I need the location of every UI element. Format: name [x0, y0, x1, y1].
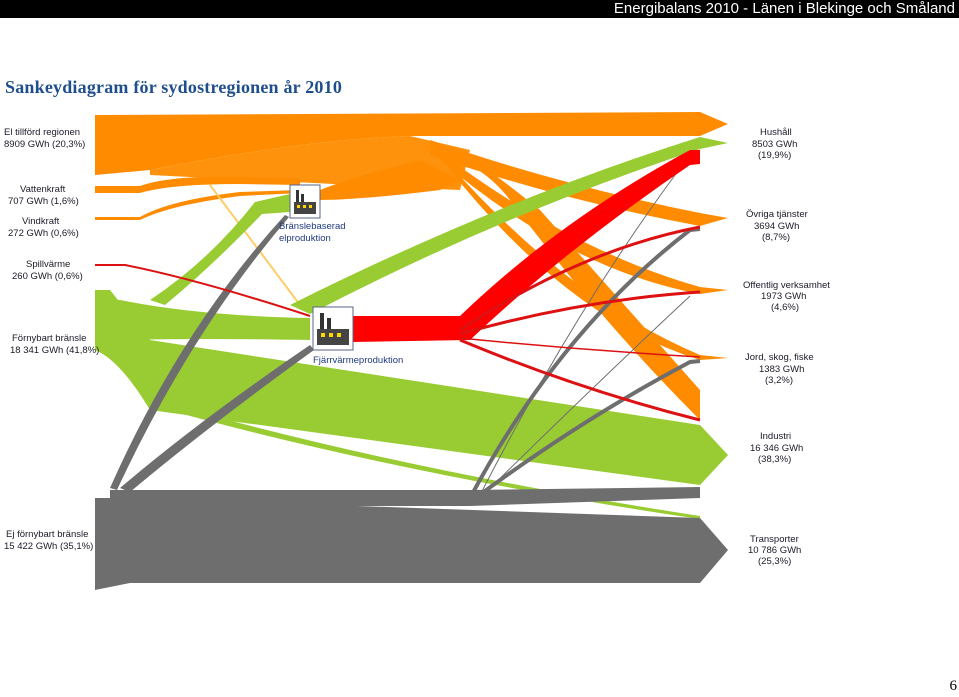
flows-district-heating	[95, 150, 701, 422]
sink-transport-pct: (25,3%)	[758, 556, 791, 567]
process-bransle-line2: elproduktion	[279, 233, 331, 244]
header-title: Energibalans 2010 - Länen i Blekinge och…	[613, 0, 955, 17]
page-title: Sankeydiagram för sydostregionen år 2010	[5, 77, 343, 97]
flow-ej-fjarr	[120, 345, 314, 492]
flow-ej-bransle	[110, 215, 289, 490]
flow-fjarr-jord	[459, 337, 701, 358]
source-fornybar-name: Förnybart bränsle	[12, 333, 86, 344]
flow-el-supply	[95, 112, 728, 175]
source-vind-value: 272 GWh (0,6%)	[8, 228, 79, 239]
sink-labels: Hushåll 8503 GWh (19,9%) Övriga tjänster…	[743, 127, 830, 567]
flows-nonrenewable-thin	[468, 154, 701, 504]
source-vind-name: Vindkraft	[22, 216, 60, 227]
source-labels: El tillförd regionen 8909 GWh (20,3%) Va…	[2, 125, 99, 552]
process-bransle: Bränslebaserad elproduktion	[279, 184, 346, 244]
sink-hushall-pct: (19,9%)	[758, 150, 791, 161]
sink-offentlig-value: 1973 GWh	[761, 291, 806, 302]
process-fjarr-label: Fjärrvärmeproduktion	[313, 355, 403, 366]
flow-ej-jord	[468, 359, 701, 504]
source-ejfornybar-value: 15 422 GWh (35,1%)	[4, 541, 93, 552]
flow-fornybar-hushall	[290, 137, 728, 314]
flow-el-thin-diag	[209, 184, 301, 306]
flow-fjarr-industri	[459, 338, 701, 422]
heating-plant-icon	[317, 313, 349, 345]
power-plant-icon	[294, 190, 316, 214]
sink-offentlig-name: Offentlig verksamhet	[743, 280, 830, 291]
flow-vind	[95, 190, 300, 220]
sink-transport-name: Transporter	[750, 534, 799, 545]
flow-fjarr-hushall	[352, 150, 700, 342]
source-spill-value: 260 GWh (0,6%)	[12, 271, 83, 282]
sink-ovriga-value: 3694 GWh	[754, 221, 799, 232]
sink-jord-value: 1383 GWh	[759, 364, 804, 375]
flow-vatten	[95, 176, 300, 193]
flow-fornybar-bransle	[150, 194, 290, 305]
flow-spill-fjarr	[95, 264, 311, 317]
source-vatten-value: 707 GWh (1,6%)	[8, 196, 79, 207]
flow-ej-ovriga	[468, 227, 701, 499]
flow-ej-transport	[95, 498, 728, 590]
flow-fjarr-ovriga	[459, 225, 701, 332]
sink-industri-name: Industri	[760, 431, 791, 442]
sink-industri-value: 16 346 GWh	[750, 443, 803, 454]
sink-jord-pct: (3,2%)	[765, 375, 793, 386]
source-spill-name: Spillvärme	[26, 259, 70, 270]
sink-transport-value: 10 786 GWh	[748, 545, 801, 556]
flows-nonrenewable	[95, 215, 728, 590]
flow-fjarr-offentlig	[459, 290, 701, 336]
flow-fornybar-main	[95, 290, 728, 485]
sink-ovriga-name: Övriga tjänster	[746, 209, 808, 220]
sink-jord-name: Jord, skog, fiske	[745, 352, 814, 363]
flow-ej-hushall	[479, 154, 691, 496]
process-fjarr: Fjärrvärmeproduktion	[312, 306, 403, 366]
process-bransle-line1: Bränslebaserad	[279, 221, 346, 232]
source-el-name: El tillförd regionen	[4, 127, 80, 138]
source-el-value: 8909 GWh (20,3%)	[4, 139, 85, 150]
sink-industri-pct: (38,3%)	[758, 454, 791, 465]
source-fornybar-value: 18 341 GWh (41,8%)	[10, 345, 99, 356]
source-vatten-name: Vattenkraft	[20, 184, 66, 195]
flow-bransle-el-out	[320, 160, 460, 200]
sink-ovriga-pct: (8,7%)	[762, 232, 790, 243]
source-ejfornybar-name: Ej förnybart bränsle	[6, 529, 88, 540]
sink-offentlig-pct: (4,6%)	[771, 302, 799, 313]
header-bar: Energibalans 2010 - Länen i Blekinge och…	[0, 0, 959, 18]
sink-hushall-value: 8503 GWh	[752, 139, 797, 150]
sink-hushall-name: Hushåll	[760, 127, 792, 138]
flow-ej-industri	[110, 487, 700, 506]
page-number: 6	[949, 678, 958, 694]
